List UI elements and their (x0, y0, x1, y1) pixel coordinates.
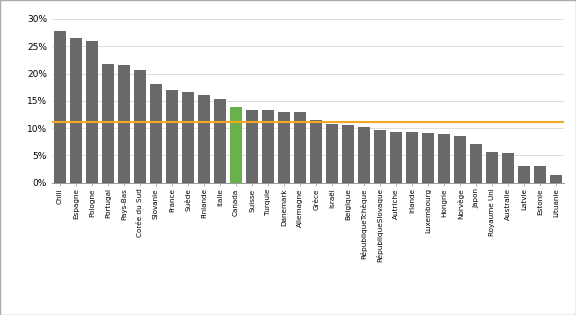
Bar (454, 136, 467, 183)
Bar (262, 110, 274, 183)
Bar (118, 65, 130, 183)
Bar (214, 99, 226, 183)
Bar (438, 134, 450, 183)
Bar (358, 127, 370, 183)
Bar (342, 125, 354, 183)
Bar (326, 124, 338, 183)
Bar (422, 133, 434, 183)
Bar (551, 175, 563, 183)
Bar (535, 166, 547, 183)
Bar (246, 110, 258, 183)
Bar (166, 90, 178, 183)
Bar (198, 95, 210, 183)
Bar (294, 112, 306, 183)
Bar (70, 38, 82, 183)
Bar (486, 152, 498, 183)
Bar (230, 107, 242, 183)
Bar (278, 112, 290, 183)
Bar (310, 120, 322, 183)
Bar (54, 32, 66, 183)
Bar (471, 145, 482, 183)
Bar (518, 166, 530, 183)
Bar (374, 130, 386, 183)
Bar (150, 84, 162, 183)
Bar (86, 41, 98, 183)
Bar (182, 92, 194, 183)
Bar (134, 70, 146, 183)
Bar (391, 132, 402, 183)
Bar (102, 64, 114, 183)
Bar (502, 153, 514, 183)
Bar (406, 133, 418, 183)
